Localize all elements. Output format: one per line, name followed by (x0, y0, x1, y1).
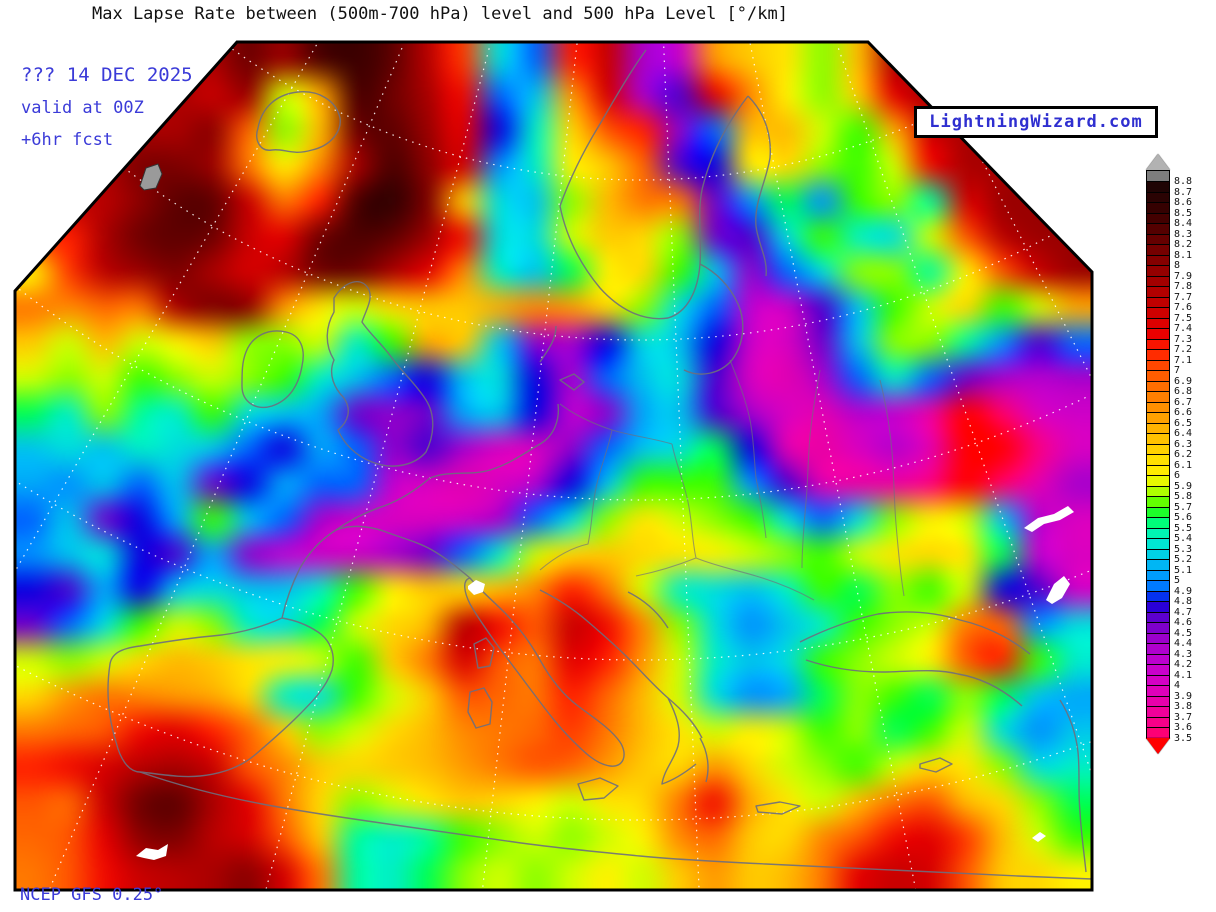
data-source-label: NCEP GFS 0.25° (20, 885, 164, 905)
page-title: Max Lapse Rate between (500m-700 hPa) le… (92, 4, 788, 24)
legend-tick-label: 7.2 (1174, 344, 1193, 355)
legend-tick-label: 6.2 (1174, 449, 1193, 460)
legend-tick-label: 6.9 (1174, 375, 1193, 387)
legend-tick-label: 3.6 (1174, 722, 1193, 733)
coast-france-italy (335, 525, 625, 767)
watermark-label: LightningWizard.com (929, 112, 1143, 132)
coastlines (107, 49, 1092, 880)
legend-tick-label: 7.9 (1174, 270, 1193, 282)
white-spot-caucasus-1 (1024, 506, 1074, 532)
legend-tick-label: 4.7 (1174, 606, 1193, 618)
white-spot-small (1032, 832, 1046, 842)
legend-tick-label: 8.7 (1174, 186, 1193, 198)
legend-tick-label: 4.6 (1174, 617, 1193, 628)
coast-baltic (539, 95, 771, 391)
coast-corsica (473, 637, 495, 669)
coast-britain (326, 280, 434, 467)
legend-tick-label: 7.7 (1174, 291, 1193, 303)
legend-tick-label: 7.6 (1174, 302, 1193, 313)
legend-tick-label: 5.9 (1174, 480, 1193, 492)
legend-below-range-arrow (1146, 737, 1170, 754)
legend-tick-label: 5.6 (1174, 512, 1193, 523)
legend-tick-label: 5.7 (1174, 501, 1193, 513)
legend-tick-label: 5.1 (1174, 564, 1193, 576)
legend-tick-label: 5.2 (1174, 554, 1193, 565)
legend-tick-label: 3.7 (1174, 711, 1193, 723)
coast-crete (755, 801, 801, 815)
legend-tick-label: 5.3 (1174, 543, 1193, 555)
legend-tick-label: 8.8 (1174, 176, 1193, 187)
legend-tick-label: 4.4 (1174, 638, 1193, 649)
legend-tick-label: 6.5 (1174, 417, 1193, 429)
legend-tick-label: 8.2 (1174, 239, 1193, 250)
watermark-link[interactable]: LightningWizard.com (914, 106, 1158, 138)
legend-tick-label: 6.1 (1174, 459, 1193, 471)
white-spot-caucasus-2 (1046, 576, 1070, 604)
legend-tick-label: 8.4 (1174, 218, 1193, 229)
legend-tick-label: 3.9 (1174, 690, 1193, 702)
legend-tick-label: 4.8 (1174, 596, 1193, 607)
coast-balkans (539, 589, 703, 739)
legend-tick-label: 4.5 (1174, 627, 1193, 639)
legend-tick-label: 6.8 (1174, 386, 1193, 397)
coast-iberia (107, 617, 334, 778)
legend-tick-label: 5.8 (1174, 491, 1193, 502)
legend-tick-label: 6 (1174, 470, 1181, 481)
legend-tick-label: 5.4 (1174, 533, 1193, 544)
legend-tick-label: 8.6 (1174, 197, 1193, 208)
legend-tick-label: 7.5 (1174, 312, 1193, 324)
legend-tick-label: 4.9 (1174, 585, 1193, 597)
legend-tick-label: 5 (1174, 575, 1181, 586)
legend-above-range-arrow (1146, 154, 1170, 170)
coast-cyprus (919, 757, 953, 773)
legend-tick-label: 8 (1174, 260, 1181, 271)
forecast-hour-label: +6hr fcst (21, 130, 114, 150)
legend-tick-label: 8.3 (1174, 228, 1193, 240)
legend-tick-label: 7.8 (1174, 281, 1193, 292)
legend-tick-label: 4.2 (1174, 659, 1193, 670)
legend-tick-label: 4.1 (1174, 669, 1193, 681)
legend-tick-label: 6.6 (1174, 407, 1193, 418)
legend-tick-label: 6.7 (1174, 396, 1193, 408)
coast-turkey (799, 611, 1031, 707)
legend-tick-label: 6.4 (1174, 428, 1193, 439)
legend-tick-label: 4 (1174, 680, 1181, 691)
coast-ireland (241, 330, 304, 408)
legend-tick-label: 7.1 (1174, 354, 1193, 366)
coast-nw-europe (281, 403, 560, 619)
legend-tick-label: 3.5 (1174, 732, 1193, 744)
legend-tick-label: 7 (1174, 365, 1181, 376)
run-date-label: ??? 14 DEC 2025 (21, 64, 193, 86)
legend-tick-label: 8.1 (1174, 249, 1193, 261)
legend-tick-label: 7.4 (1174, 323, 1193, 334)
coast-sicily (577, 777, 619, 801)
legend-tick-label: 7.3 (1174, 333, 1193, 345)
coast-greece (661, 697, 709, 785)
valid-time-label: valid at 00Z (21, 98, 144, 118)
white-spot-spain (136, 844, 168, 860)
coast-iceland (256, 91, 341, 153)
coast-levant (1059, 699, 1087, 873)
coast-sardinia (467, 687, 493, 729)
legend-tick-label: 8.5 (1174, 207, 1193, 219)
legend-tick-label: 3.8 (1174, 701, 1193, 712)
white-spot-alps (468, 580, 485, 595)
legend-tick-label: 4.3 (1174, 648, 1193, 660)
color-scale-legend: 8.8 8.7 8.6 8.5 8.4 8.3 8.2 8.1 8 7.9 7.8 7.7 7.6 7.5… (1146, 154, 1216, 754)
country-borders (539, 359, 905, 601)
legend-tick-label: 5.5 (1174, 522, 1193, 534)
gray-above-range-spot (139, 163, 163, 191)
legend-tick-label: 6.3 (1174, 438, 1193, 450)
